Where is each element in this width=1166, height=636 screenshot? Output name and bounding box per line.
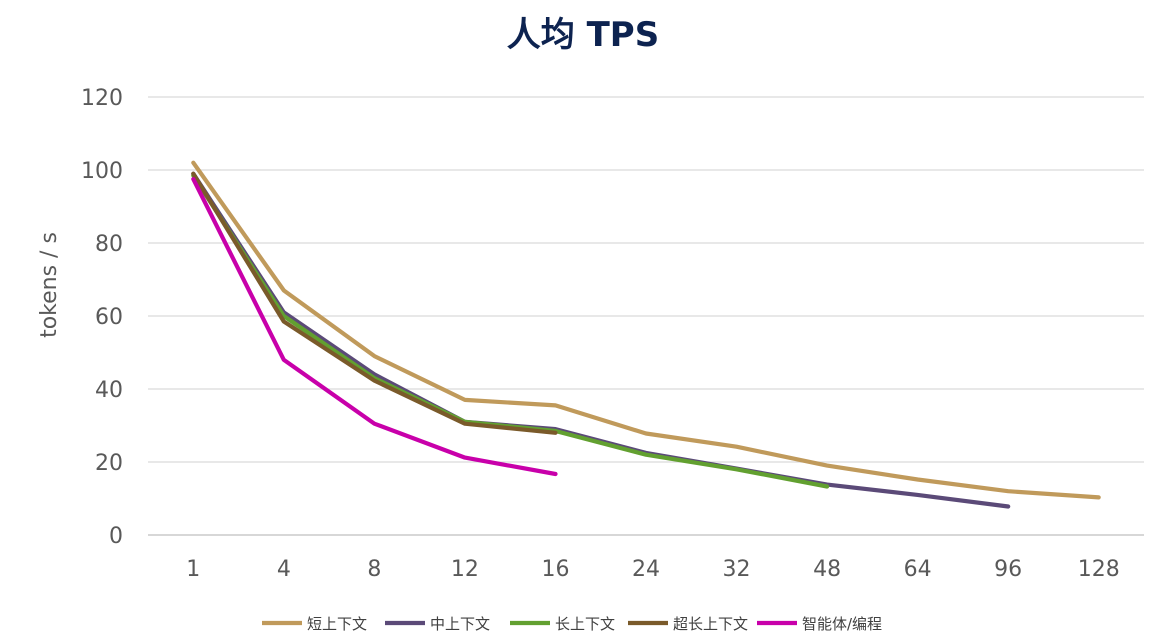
legend-label: 智能体/编程	[802, 615, 882, 633]
legend-label: 长上下文	[555, 615, 615, 633]
y-tick-label: 40	[95, 378, 123, 403]
y-tick-label: 100	[81, 159, 123, 184]
x-tick-label: 1	[186, 557, 200, 582]
y-tick-label: 0	[109, 524, 123, 549]
legend-label: 超长上下文	[673, 615, 748, 633]
x-axis-ticks: 1 4 8 12 16 24 32 48 64 96 128	[186, 557, 1119, 582]
series-line-0	[191, 160, 1101, 500]
series-line-3	[191, 171, 558, 435]
series-line-4	[191, 177, 558, 477]
x-tick-label: 48	[813, 557, 841, 582]
y-axis-ticks: 0 20 40 60 80 100 120	[81, 86, 123, 549]
x-tick-label: 32	[723, 557, 751, 582]
legend-item: 超长上下文	[628, 615, 748, 633]
legend-item: 中上下文	[385, 615, 490, 633]
x-tick-label: 64	[904, 557, 932, 582]
legend-label: 短上下文	[307, 615, 367, 633]
x-tick-label: 8	[367, 557, 381, 582]
series-lines	[191, 160, 1101, 509]
chart-title: 人均 TPS	[507, 15, 659, 55]
x-tick-label: 128	[1078, 557, 1120, 582]
legend-item: 长上下文	[510, 615, 615, 633]
x-tick-label: 96	[994, 557, 1022, 582]
y-tick-label: 60	[95, 305, 123, 330]
y-axis-label: tokens / s	[37, 232, 62, 338]
x-tick-label: 16	[541, 557, 569, 582]
legend-label: 中上下文	[430, 615, 490, 633]
y-tick-label: 20	[95, 451, 123, 476]
legend-item: 短上下文	[262, 615, 367, 633]
x-tick-label: 4	[277, 557, 291, 582]
legend: 短上下文 中上下文 长上下文 超长上下文 智能体/编程	[262, 615, 882, 633]
series-line-2	[191, 173, 830, 489]
y-tick-label: 80	[95, 232, 123, 257]
x-tick-label: 12	[451, 557, 479, 582]
x-tick-label: 24	[632, 557, 660, 582]
gridlines	[148, 96, 1144, 536]
legend-item: 智能体/编程	[757, 615, 882, 633]
y-tick-label: 120	[81, 86, 123, 111]
